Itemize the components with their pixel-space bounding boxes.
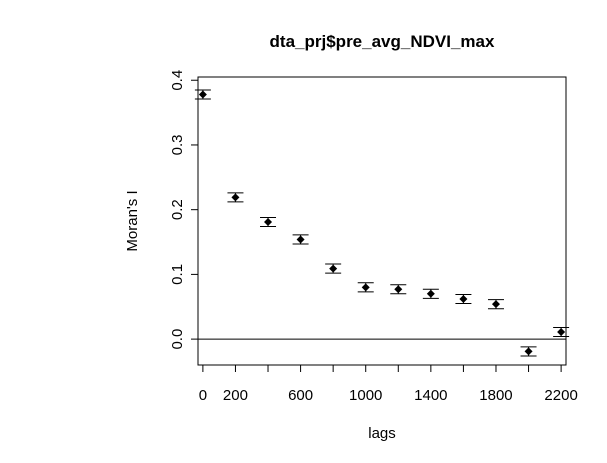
chart-title: dta_prj$pre_avg_NDVI_max — [270, 32, 495, 51]
data-point-group — [357, 282, 374, 293]
plot-frame — [197, 76, 567, 366]
x-tick-label: 200 — [223, 387, 248, 404]
data-point-group — [455, 293, 472, 305]
y-tick-label: 0.1 — [169, 264, 186, 285]
x-axis-label: lags — [368, 425, 396, 442]
y-tick-label: 0.0 — [169, 329, 186, 350]
data-point-group — [520, 346, 537, 357]
data-point-group — [227, 192, 244, 203]
data-point — [231, 193, 240, 202]
data-point — [361, 283, 370, 292]
data-marks — [194, 89, 570, 357]
y-tick-label: 0.3 — [169, 135, 186, 156]
data-point-group — [553, 326, 570, 338]
data-point — [296, 235, 305, 244]
data-point — [329, 264, 338, 273]
y-axis-label: Moran's I — [124, 190, 141, 251]
data-point — [426, 289, 435, 298]
data-point-group — [325, 263, 342, 274]
data-point — [198, 90, 207, 99]
x-tick-label: 0 — [199, 387, 207, 404]
data-point-group — [390, 284, 407, 295]
x-axis: 0 200 600 1000 1400 1800 2200 — [199, 365, 578, 404]
x-tick-label: 1400 — [414, 387, 447, 404]
y-axis: 0.0 0.1 0.2 0.3 0.4 — [169, 70, 198, 350]
x-tick-label: 1800 — [479, 387, 512, 404]
data-point — [394, 285, 403, 294]
y-tick-label: 0.4 — [169, 70, 186, 91]
x-tick-label: 600 — [288, 387, 313, 404]
x-tick-label: 1000 — [349, 387, 382, 404]
data-point-group — [194, 89, 211, 100]
data-point-group — [292, 234, 309, 245]
data-point — [491, 300, 500, 309]
x-tick-label: 2200 — [544, 387, 577, 404]
data-point-group — [422, 288, 439, 299]
y-tick-label: 0.2 — [169, 199, 186, 220]
data-point-group — [487, 299, 504, 310]
data-point — [524, 347, 533, 356]
data-point — [557, 327, 566, 336]
data-point — [459, 294, 468, 303]
data-point — [264, 217, 273, 226]
data-point-group — [260, 216, 277, 228]
